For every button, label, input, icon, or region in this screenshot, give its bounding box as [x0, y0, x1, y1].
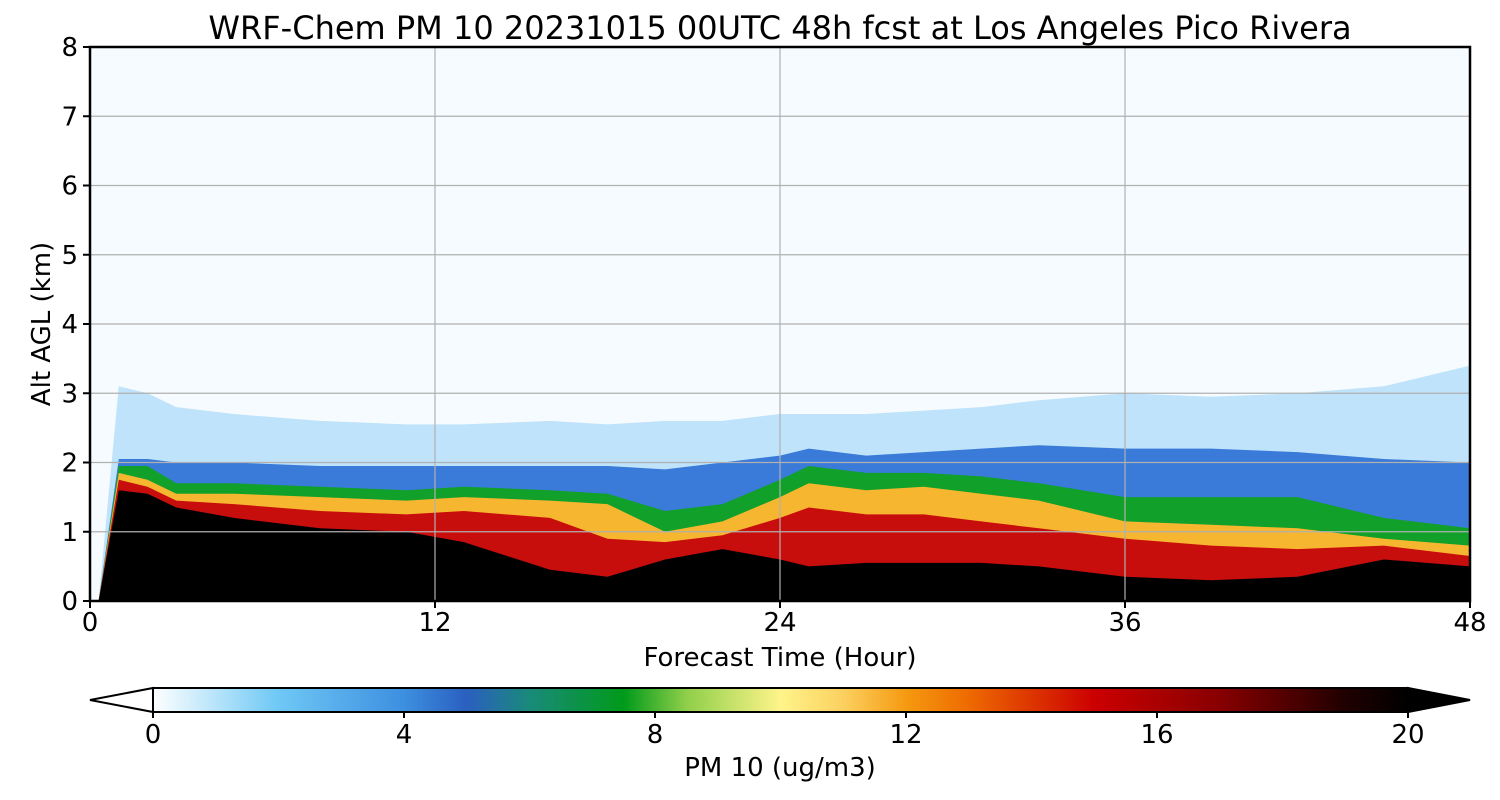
y-tick-label: 3: [61, 379, 78, 409]
x-axis-label: Forecast Time (Hour): [643, 643, 916, 673]
x-tick-label: 12: [418, 608, 451, 638]
colorbar-gradient: [153, 688, 1408, 712]
chart-title: WRF-Chem PM 10 20231015 00UTC 48h fcst a…: [208, 9, 1351, 47]
colorbar-tick-label: 8: [647, 720, 664, 750]
colorbar-tick-label: 0: [145, 720, 162, 750]
x-tick-label: 48: [1453, 608, 1486, 638]
y-tick-label: 1: [61, 518, 78, 548]
y-axis: 0 1 2 3 4 5 6 7 8: [61, 33, 90, 617]
colorbar-tick-label: 4: [396, 720, 413, 750]
x-tick-label: 24: [763, 608, 796, 638]
y-tick-label: 0: [61, 587, 78, 617]
y-tick-label: 4: [61, 310, 78, 340]
x-tick-label: 36: [1108, 608, 1141, 638]
y-axis-label: Alt AGL (km): [27, 242, 57, 406]
colorbar-extend-high: [1407, 686, 1471, 714]
colorbar-tick-label: 12: [889, 720, 922, 750]
colorbar: 0 4 8 12 16 20 PM 10 (ug/m3): [89, 686, 1471, 783]
y-tick-label: 8: [61, 33, 78, 63]
y-tick-label: 5: [61, 241, 78, 271]
x-tick-label: 0: [82, 608, 99, 638]
colorbar-tick-label: 20: [1391, 720, 1424, 750]
y-tick-label: 7: [61, 102, 78, 132]
y-tick-label: 2: [61, 449, 78, 479]
x-axis: 0 12 24 36 48: [82, 601, 1487, 638]
colorbar-frame: [152, 687, 1409, 713]
y-tick-label: 6: [61, 172, 78, 202]
band-black: [98, 490, 1470, 601]
colorbar-extend-low: [89, 686, 154, 714]
colorbar-tick-label: 16: [1140, 720, 1173, 750]
plot-area: [90, 47, 1470, 601]
colorbar-label: PM 10 (ug/m3): [684, 753, 876, 783]
